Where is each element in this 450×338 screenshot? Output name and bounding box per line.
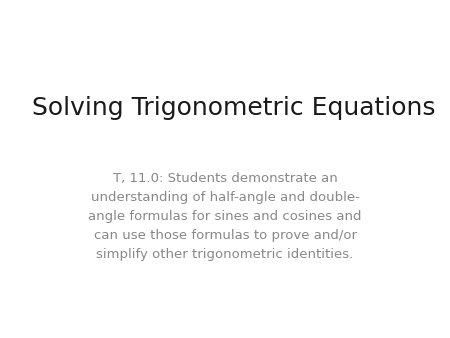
Text: T, 11.0: Students demonstrate an
understanding of half-angle and double-
angle f: T, 11.0: Students demonstrate an underst…	[88, 172, 362, 261]
Text: Solving Trigonometric Equations: Solving Trigonometric Equations	[32, 96, 435, 120]
